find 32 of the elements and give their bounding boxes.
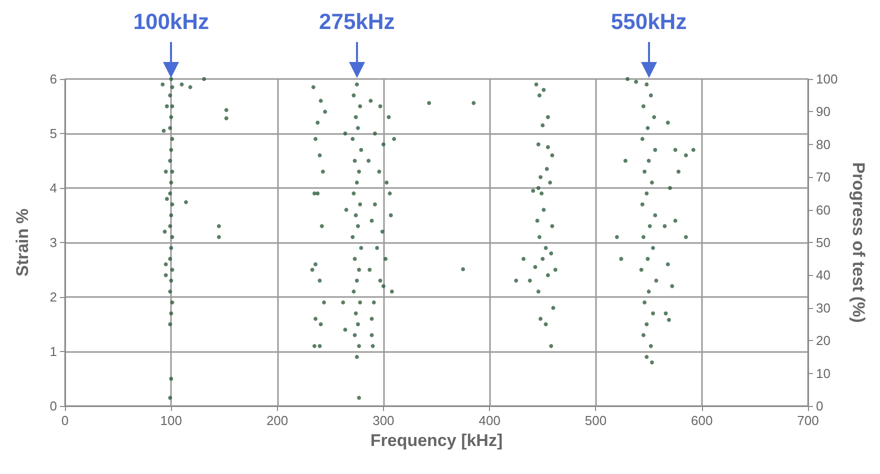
y2-tick-label: 30: [816, 300, 830, 316]
y2-tick-label: 100: [816, 72, 838, 86]
y-tick-label: 3: [50, 235, 57, 250]
y2-tick-label: 20: [816, 333, 830, 348]
annotation: 100kHz: [133, 9, 210, 35]
y2-tick-label: 90: [816, 104, 830, 120]
y-axis-title: Strain %: [13, 208, 32, 277]
x-tick-label: 500: [584, 413, 607, 428]
y-tick-label: 4: [50, 180, 57, 196]
x-tick-label: 300: [372, 413, 394, 428]
x-tick-label: 200: [266, 413, 288, 428]
y2-axis-title: Progress of test (%): [849, 162, 868, 323]
annotation: 550kHz: [610, 9, 687, 35]
x-tick-label: 0: [61, 413, 69, 428]
y2-tick-label: 0: [816, 398, 824, 414]
y-tick-label: 6: [50, 72, 57, 86]
y-tick-label: 5: [50, 126, 57, 141]
y2-tick-label: 70: [816, 170, 830, 185]
y2-tick-label: 60: [816, 202, 830, 218]
x-tick-label: 600: [691, 413, 713, 428]
y2-tick-label: 10: [816, 366, 830, 381]
y2-tick-label: 80: [816, 136, 830, 152]
y-tick-label: 0: [50, 398, 57, 414]
y-tick-label: 1: [50, 344, 57, 359]
x-tick-label: 400: [478, 413, 500, 428]
y2-tick-label: 40: [816, 268, 830, 283]
x-axis-title: Frequency [kHz]: [370, 430, 503, 450]
annotation: 275kHz: [318, 9, 395, 35]
y-tick-label: 2: [50, 290, 57, 304]
x-tick-label: 100: [160, 413, 182, 428]
y2-tick-label: 50: [816, 235, 830, 250]
x-tick-label: 700: [797, 413, 819, 428]
